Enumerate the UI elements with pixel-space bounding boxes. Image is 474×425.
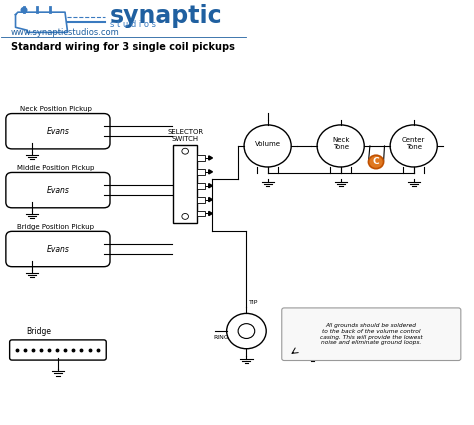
- Circle shape: [390, 125, 438, 167]
- FancyBboxPatch shape: [6, 173, 110, 208]
- Text: Neck
Tone: Neck Tone: [332, 137, 349, 150]
- Text: RING: RING: [213, 335, 229, 340]
- Text: SELECTOR
SWITCH: SELECTOR SWITCH: [167, 129, 203, 142]
- Bar: [197, 210, 205, 216]
- Text: s t u d i o s: s t u d i o s: [110, 20, 156, 29]
- Text: Volume: Volume: [255, 141, 281, 147]
- Polygon shape: [209, 211, 212, 215]
- Text: Middle Position Pickup: Middle Position Pickup: [17, 165, 94, 171]
- Polygon shape: [209, 198, 212, 202]
- Circle shape: [244, 125, 291, 167]
- Text: Bridge: Bridge: [27, 327, 52, 336]
- Polygon shape: [209, 170, 212, 174]
- Text: Evans: Evans: [46, 127, 69, 136]
- FancyBboxPatch shape: [6, 113, 110, 149]
- Text: www.synapticstudios.com: www.synapticstudios.com: [11, 28, 119, 37]
- Circle shape: [238, 323, 255, 338]
- Circle shape: [182, 213, 189, 219]
- Text: Standard wiring for 3 single coil pickups: Standard wiring for 3 single coil pickup…: [11, 42, 235, 52]
- Text: Evans: Evans: [46, 244, 69, 254]
- FancyBboxPatch shape: [9, 340, 106, 360]
- Text: synaptic: synaptic: [110, 4, 222, 28]
- Text: Center
Tone: Center Tone: [402, 137, 425, 150]
- Bar: [197, 169, 205, 175]
- FancyBboxPatch shape: [282, 308, 461, 360]
- Circle shape: [21, 8, 27, 13]
- Polygon shape: [209, 184, 212, 188]
- Circle shape: [227, 313, 266, 349]
- Polygon shape: [209, 156, 212, 160]
- Text: C: C: [373, 157, 379, 167]
- Circle shape: [182, 148, 189, 154]
- Text: All grounds should be soldered
to the back of the volume control
casing. This wi: All grounds should be soldered to the ba…: [320, 323, 423, 346]
- Bar: [197, 155, 205, 161]
- Text: Evans: Evans: [46, 186, 69, 195]
- Text: Bridge Position Pickup: Bridge Position Pickup: [17, 224, 94, 230]
- Text: Neck Position Pickup: Neck Position Pickup: [19, 106, 91, 112]
- Bar: [197, 197, 205, 203]
- Bar: [197, 183, 205, 189]
- Circle shape: [368, 155, 383, 169]
- Circle shape: [317, 125, 364, 167]
- Bar: [173, 145, 197, 223]
- FancyBboxPatch shape: [6, 231, 110, 267]
- Text: TIP: TIP: [249, 300, 258, 305]
